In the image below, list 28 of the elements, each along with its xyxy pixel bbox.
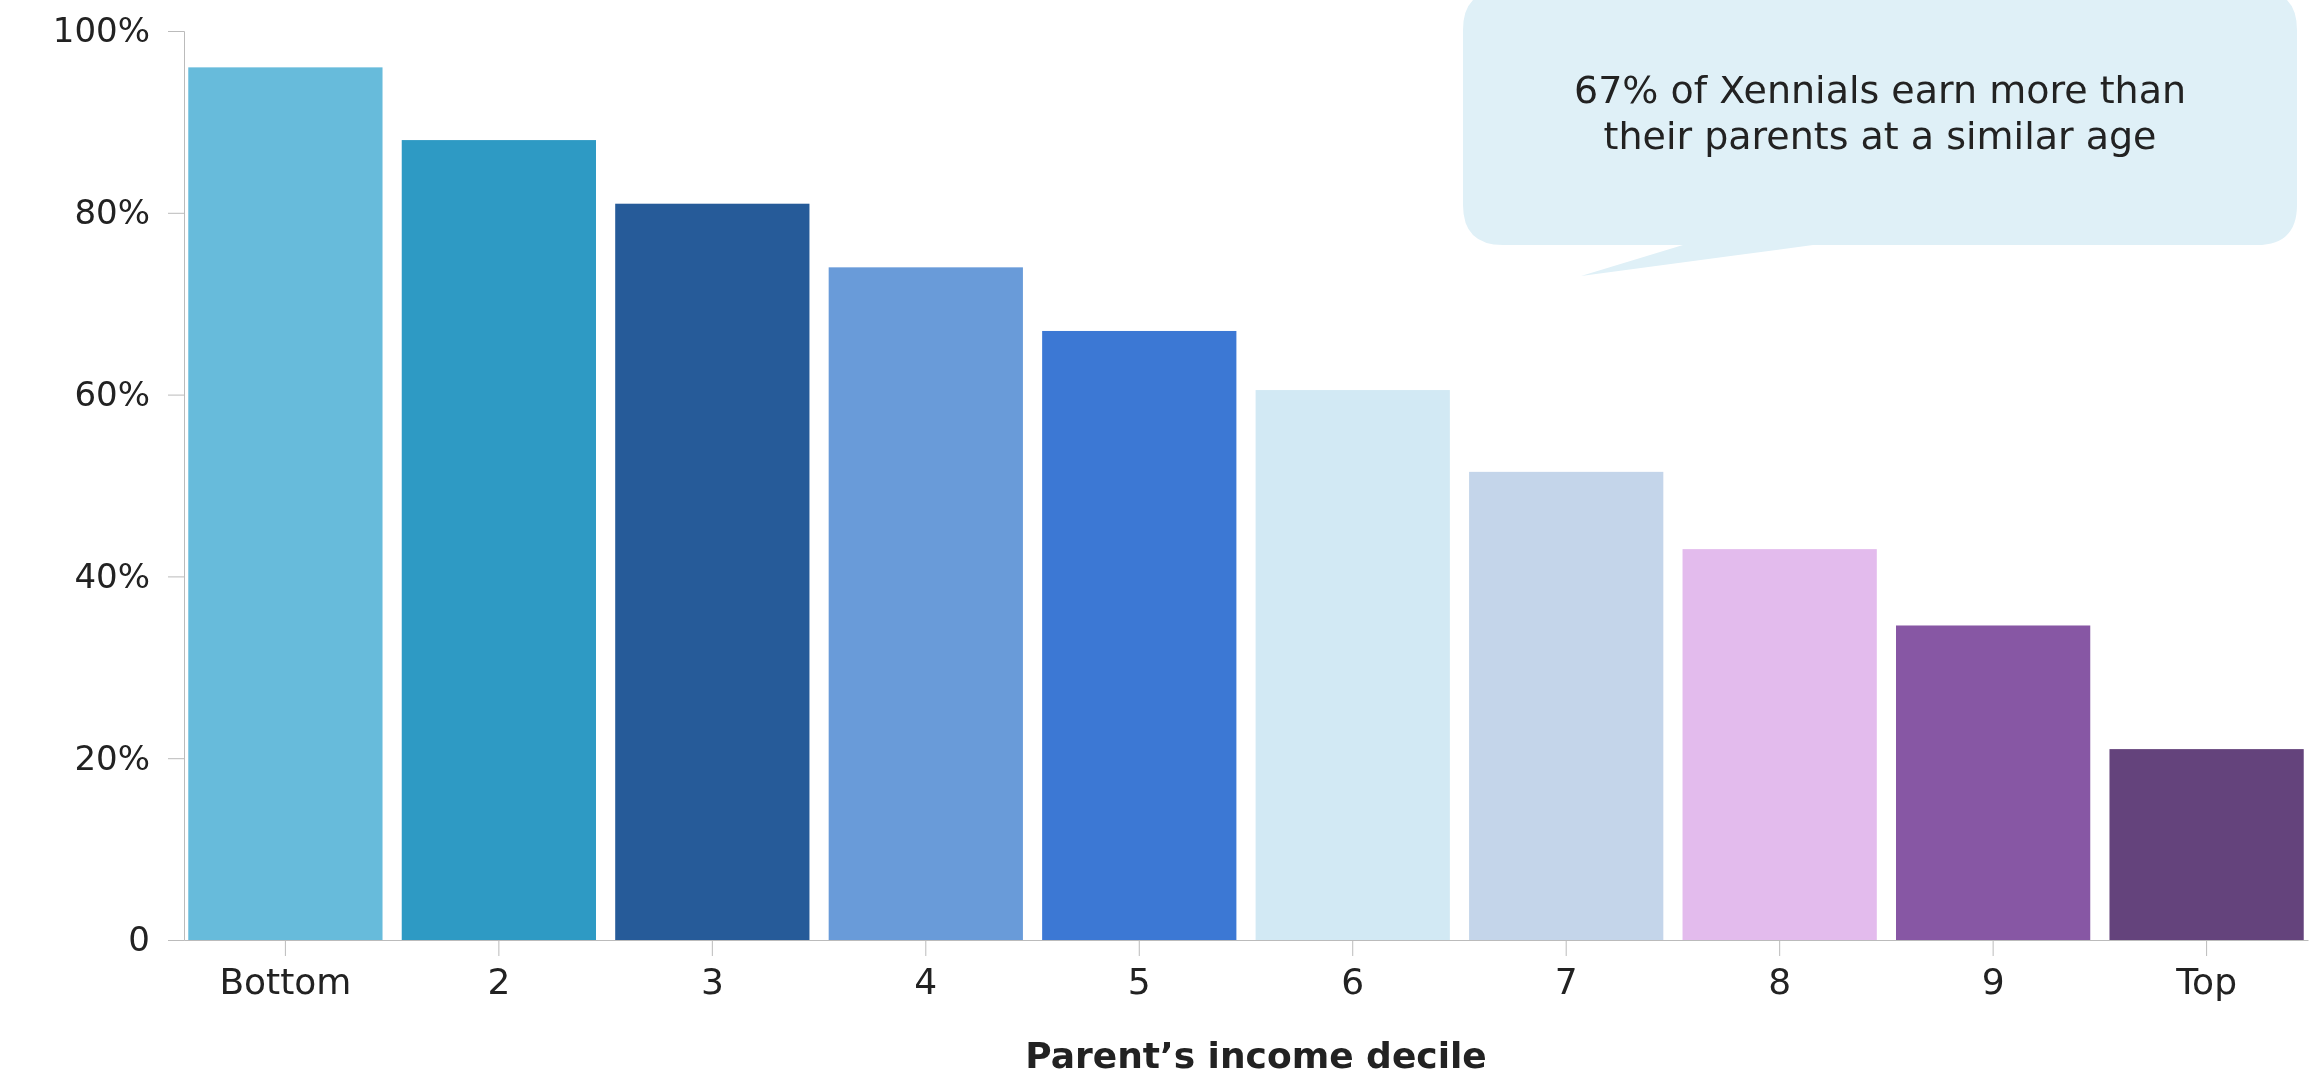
y-tick-label: 40%	[74, 555, 150, 596]
x-tick-label: 7	[1554, 960, 1578, 1002]
x-tick-label: Bottom	[219, 960, 352, 1002]
x-tick-label: 6	[1341, 960, 1365, 1002]
x-tick-label: Top	[2175, 960, 2237, 1002]
x-tick-label: 4	[914, 960, 938, 1002]
annotation: 67% of Xennials earn more than their parents at a similar age	[1573, 68, 2187, 158]
bar	[1255, 390, 1450, 940]
bar	[401, 140, 596, 940]
bar	[1682, 549, 1877, 940]
x-tick-label: 9	[1981, 960, 2005, 1002]
y-tick-label: 0	[128, 919, 150, 960]
x-tick-label: 8	[1768, 960, 1792, 1002]
y-tick-label: 80%	[74, 192, 150, 233]
bar	[188, 67, 383, 940]
x-tick-label: 2	[487, 960, 511, 1002]
bar	[2109, 749, 2304, 940]
x-tick-label: 5	[1127, 960, 1151, 1002]
bar	[1042, 330, 1237, 940]
x-axis-title: Parent’s income decile	[1025, 1035, 1487, 1074]
y-tick-label: 100%	[52, 10, 150, 51]
y-tick-label: 60%	[74, 373, 150, 414]
bar	[1896, 625, 2091, 940]
bar	[1469, 471, 1664, 940]
bar	[615, 203, 810, 940]
x-tick-label: 3	[700, 960, 724, 1002]
y-tick-label: 20%	[74, 737, 150, 778]
bar	[828, 267, 1023, 940]
